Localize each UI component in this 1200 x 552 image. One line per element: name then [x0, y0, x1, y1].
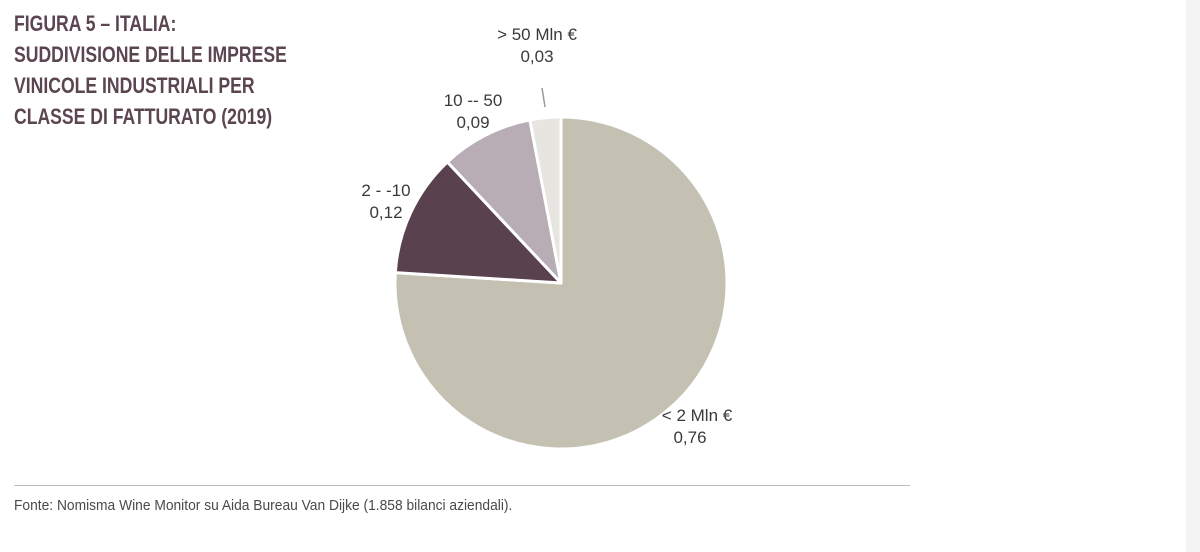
slice-labels: < 2 Mln € 0,76 2 - -10 0,12 10 -- 50 0,0…: [361, 25, 732, 447]
slice-value-label: 0,76: [673, 428, 706, 447]
chart-title-line: CLASSE DI FATTURATO (2019): [14, 104, 273, 129]
slice-label: > 50 Mln €: [497, 25, 577, 44]
slice-label: < 2 Mln €: [662, 406, 733, 425]
chart-title-line: FIGURA 5 – ITALIA:: [14, 11, 177, 36]
chart-title-line: SUDDIVISIONE DELLE IMPRESE: [14, 42, 287, 67]
slice-value-label: 0,03: [520, 47, 553, 66]
pie-slice-2: [445, 118, 563, 285]
chart-title: FIGURA 5 – ITALIA: SUDDIVISIONE DELLE IM…: [14, 8, 287, 132]
pie-slices: [393, 115, 729, 451]
pie-slice-0: [393, 115, 729, 451]
page-edge: [1186, 0, 1200, 552]
pie-slice-1: [393, 160, 563, 285]
pie-slice-3: [528, 115, 563, 285]
slice-label: 10 -- 50: [444, 91, 503, 110]
pie-chart: < 2 Mln € 0,76 2 - -10 0,12 10 -- 50 0,0…: [361, 25, 733, 451]
source-note: Fonte: Nomisma Wine Monitor su Aida Bure…: [14, 497, 513, 514]
footer-divider: [14, 485, 910, 486]
slice-label: 2 - -10: [361, 181, 410, 200]
slice-value-label: 0,12: [369, 203, 402, 222]
leader-line: [541, 87, 546, 108]
slice-value-label: 0,09: [456, 113, 489, 132]
chart-title-line: VINICOLE INDUSTRIALI PER: [14, 73, 255, 98]
